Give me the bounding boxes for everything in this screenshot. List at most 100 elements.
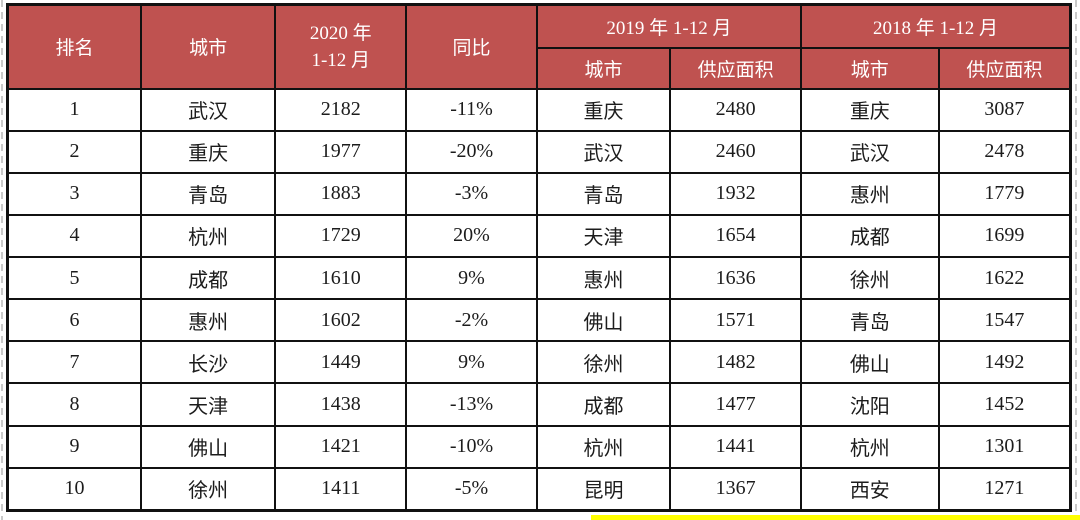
cell-supply-2020: 1438 — [274, 382, 408, 427]
cell-yoy: -2% — [405, 298, 538, 343]
supply-ranking-table: 排名 城市 2020 年 1-12 月 同比 2019 年 1-12 月 201… — [6, 3, 1072, 512]
header-sub-row: 城市 供应面积 城市 供应面积 — [8, 46, 1072, 90]
cell-city-2020: 长沙 — [139, 340, 277, 385]
cell-rank: 6 — [6, 298, 142, 343]
cell-city-2018: 沈阳 — [799, 382, 940, 427]
cell-yoy: 9% — [405, 255, 538, 301]
cell-city-2018: 徐州 — [799, 255, 940, 301]
cell-yoy: -20% — [405, 129, 538, 174]
header-group-2019: 2019 年 1-12 月 — [535, 3, 802, 49]
table-row: 4 杭州 1729 20% 天津 1654 成都 1699 — [6, 213, 1072, 259]
page-guide-dashed-line-right — [1075, 0, 1077, 520]
cell-supply-2018: 3087 — [937, 87, 1072, 132]
cell-supply-2020: 1883 — [274, 171, 408, 216]
cell-supply-2018: 1492 — [937, 340, 1072, 385]
cell-supply-2019: 1571 — [669, 298, 802, 343]
header-supply-2019: 供应面积 — [669, 46, 802, 90]
cell-rank: 8 — [6, 382, 142, 427]
cell-supply-2020: 2182 — [274, 87, 408, 132]
cell-city-2020: 成都 — [139, 255, 277, 301]
cell-supply-2019: 1367 — [669, 466, 802, 512]
cell-city-2018: 青岛 — [799, 298, 940, 343]
cell-city-2020: 佛山 — [139, 424, 277, 469]
cell-supply-2019: 1932 — [669, 171, 802, 216]
table-row: 6 惠州 1602 -2% 佛山 1571 青岛 1547 — [6, 298, 1072, 343]
table-body: 1 武汉 2182 -11% 重庆 2480 重庆 3087 2 重庆 1977… — [6, 87, 1072, 512]
header-group-row: 排名 城市 2020 年 1-12 月 同比 2019 年 1-12 月 201… — [6, 3, 1072, 90]
cell-yoy: 9% — [405, 340, 538, 385]
cell-yoy: -13% — [405, 382, 538, 427]
cell-city-2018: 西安 — [799, 466, 940, 512]
cell-rank: 9 — [6, 424, 142, 469]
cell-city-2019: 成都 — [535, 382, 672, 427]
cell-supply-2018: 1547 — [937, 298, 1072, 343]
table-row: 10 徐州 1411 -5% 昆明 1367 西安 1271 — [6, 466, 1072, 512]
cell-city-2019: 青岛 — [535, 171, 672, 216]
table-row: 3 青岛 1883 -3% 青岛 1932 惠州 1779 — [6, 171, 1072, 216]
cell-city-2018: 杭州 — [799, 424, 940, 469]
cell-supply-2019: 1441 — [669, 424, 802, 469]
cell-supply-2019: 1654 — [669, 213, 802, 259]
cell-yoy: -5% — [405, 466, 538, 512]
table-row: 2 重庆 1977 -20% 武汉 2460 武汉 2478 — [6, 129, 1072, 174]
cell-yoy: -11% — [405, 87, 538, 132]
header-period-2020-line2: 1-12 月 — [311, 49, 371, 71]
cell-supply-2018: 1779 — [937, 171, 1072, 216]
cell-supply-2018: 1271 — [937, 466, 1072, 512]
cell-city-2020: 青岛 — [139, 171, 277, 216]
table-row: 9 佛山 1421 -10% 杭州 1441 杭州 1301 — [6, 424, 1072, 469]
cell-city-2020: 武汉 — [139, 87, 277, 132]
cell-rank: 4 — [6, 213, 142, 259]
cell-city-2019: 重庆 — [535, 87, 672, 132]
cell-city-2018: 佛山 — [799, 340, 940, 385]
cell-supply-2019: 1477 — [669, 382, 802, 427]
cell-rank: 1 — [6, 87, 142, 132]
cell-yoy: -3% — [405, 171, 538, 216]
cell-city-2019: 天津 — [535, 213, 672, 259]
cell-city-2020: 天津 — [139, 382, 277, 427]
header-supply-2018: 供应面积 — [937, 46, 1072, 90]
table-row: 1 武汉 2182 -11% 重庆 2480 重庆 3087 — [6, 87, 1072, 132]
cell-supply-2018: 1452 — [937, 382, 1072, 427]
table-row: 8 天津 1438 -13% 成都 1477 沈阳 1452 — [6, 382, 1072, 427]
cell-city-2018: 武汉 — [799, 129, 940, 174]
header-city-2018: 城市 — [799, 46, 940, 90]
yellow-highlight-strip — [591, 515, 1080, 520]
header-yoy: 同比 — [405, 3, 538, 90]
table-row: 7 长沙 1449 9% 徐州 1482 佛山 1492 — [6, 340, 1072, 385]
header-period-2020: 2020 年 1-12 月 — [274, 3, 408, 90]
cell-supply-2019: 1636 — [669, 255, 802, 301]
cell-city-2020: 惠州 — [139, 298, 277, 343]
cell-supply-2019: 1482 — [669, 340, 802, 385]
cell-supply-2020: 1449 — [274, 340, 408, 385]
cell-city-2019: 杭州 — [535, 424, 672, 469]
cell-rank: 5 — [6, 255, 142, 301]
table-row: 5 成都 1610 9% 惠州 1636 徐州 1622 — [6, 255, 1072, 301]
cell-supply-2018: 1622 — [937, 255, 1072, 301]
cell-city-2018: 惠州 — [799, 171, 940, 216]
cell-city-2020: 徐州 — [139, 466, 277, 512]
cell-city-2019: 昆明 — [535, 466, 672, 512]
header-city-2019: 城市 — [535, 46, 672, 90]
cell-supply-2018: 1699 — [937, 213, 1072, 259]
cell-city-2018: 成都 — [799, 213, 940, 259]
supply-ranking-table-wrap: 排名 城市 2020 年 1-12 月 同比 2019 年 1-12 月 201… — [6, 3, 1072, 512]
cell-city-2020: 杭州 — [139, 213, 277, 259]
cell-supply-2019: 2480 — [669, 87, 802, 132]
page-guide-dashed-line-left — [1, 0, 3, 520]
header-city-2020: 城市 — [139, 3, 277, 90]
cell-rank: 2 — [6, 129, 142, 174]
cell-rank: 3 — [6, 171, 142, 216]
cell-city-2019: 惠州 — [535, 255, 672, 301]
header-group-2018: 2018 年 1-12 月 — [799, 3, 1072, 49]
header-period-2020-line1: 2020 年 — [309, 22, 372, 44]
cell-yoy: -10% — [405, 424, 538, 469]
cell-city-2018: 重庆 — [799, 87, 940, 132]
cell-city-2019: 佛山 — [535, 298, 672, 343]
cell-supply-2020: 1977 — [274, 129, 408, 174]
cell-supply-2018: 2478 — [937, 129, 1072, 174]
cell-supply-2020: 1610 — [274, 255, 408, 301]
cell-supply-2020: 1411 — [274, 466, 408, 512]
cell-rank: 10 — [6, 466, 142, 512]
cell-yoy: 20% — [405, 213, 538, 259]
